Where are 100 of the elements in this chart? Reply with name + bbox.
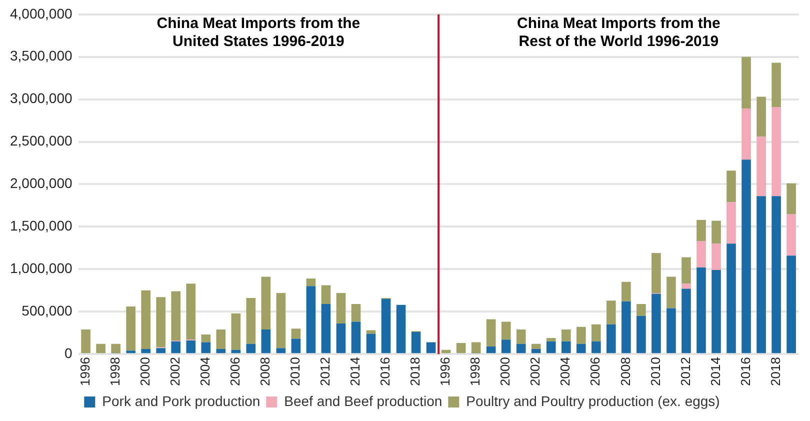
x-tick-label: 2002 [167,357,182,386]
bar [531,348,541,354]
bar [726,202,736,244]
y-tick-label: 2,000,000 [10,175,72,192]
y-tick-label: 1,500,000 [10,218,72,234]
bar [742,108,751,160]
x-tick-label: 2010 [648,357,663,386]
bar [501,340,511,354]
bar [622,282,631,302]
bar [786,183,796,214]
x-tick-label: 2014 [708,357,723,386]
bar [396,304,406,354]
bar [682,284,691,289]
bar [652,253,661,293]
bar [696,220,706,242]
x-tick-label: 2010 [288,357,303,386]
x-tick-label: 2012 [678,357,693,386]
x-tick-label: 2012 [318,357,333,386]
bar [411,332,421,354]
bar [606,324,616,354]
bar [576,326,586,344]
bar [516,329,526,344]
x-tick-label: 2008 [618,357,633,386]
y-tick-label: 0 [64,344,72,361]
bar [726,244,736,354]
bar [501,322,511,340]
bar [126,350,136,354]
bar [351,304,361,322]
bar [351,322,361,354]
bar [141,348,150,354]
bar [231,313,241,350]
bar [546,338,556,342]
bar [276,348,286,354]
bar [576,344,586,354]
bar [171,291,181,340]
bar [606,300,616,324]
x-tick-label: 2018 [768,357,783,386]
bar [171,341,181,354]
bar [696,241,706,268]
bar [561,329,571,342]
bar [786,256,796,354]
y-tick-label: 1,000,000 [10,260,72,276]
bar [246,344,256,354]
bar [772,62,781,107]
bar [666,308,676,354]
bar [321,285,331,304]
x-tick-label: 2004 [558,357,573,386]
bar [666,276,676,308]
bar [636,304,646,316]
bar [696,267,706,354]
x-tick-label: 2004 [197,357,212,386]
y-tick-label: 500,000 [22,302,72,318]
bar [306,278,316,286]
bar [622,301,631,354]
bar [381,298,391,354]
bar [756,136,766,196]
x-tick-label: 1996 [438,357,453,386]
bar [742,56,751,109]
bar [786,214,796,256]
bar [742,160,751,354]
legend-label: Beef and Beef production [284,392,442,409]
bar [756,96,766,137]
bar [486,319,496,346]
bar [516,344,526,354]
y-tick-label: 3,500,000 [10,48,72,64]
bar [141,290,150,349]
bar [682,257,691,284]
bar [321,304,331,354]
x-tick-label: 2006 [588,357,603,386]
bar [246,298,256,344]
bar [306,286,316,354]
bar [546,341,556,354]
bar [261,276,271,330]
bar [592,324,601,342]
bar [156,297,166,348]
bar [531,344,541,349]
bar [366,334,376,354]
bar [186,284,196,340]
bar [561,341,571,354]
bar [712,220,721,244]
bar [186,340,196,354]
bar [772,196,781,354]
x-tick-label: 2002 [528,357,543,386]
x-tick-label: 2006 [227,357,242,386]
bar [201,342,211,354]
bar [712,270,721,354]
x-tick-label: 1998 [107,357,122,386]
bar [426,342,436,354]
bar [756,196,766,354]
bar [111,344,120,354]
bar [336,292,346,324]
annotation: China Meat Imports from the United States 1996-2019 [156,15,360,50]
bar [772,106,781,196]
bar [276,292,286,348]
bar [261,329,271,354]
y-tick-label: 3,000,000 [10,90,72,106]
y-tick-label: 4,000,000 [10,5,72,22]
x-tick-label: 2016 [738,357,753,386]
bar [216,329,226,349]
x-tick-label: 2000 [137,357,152,386]
